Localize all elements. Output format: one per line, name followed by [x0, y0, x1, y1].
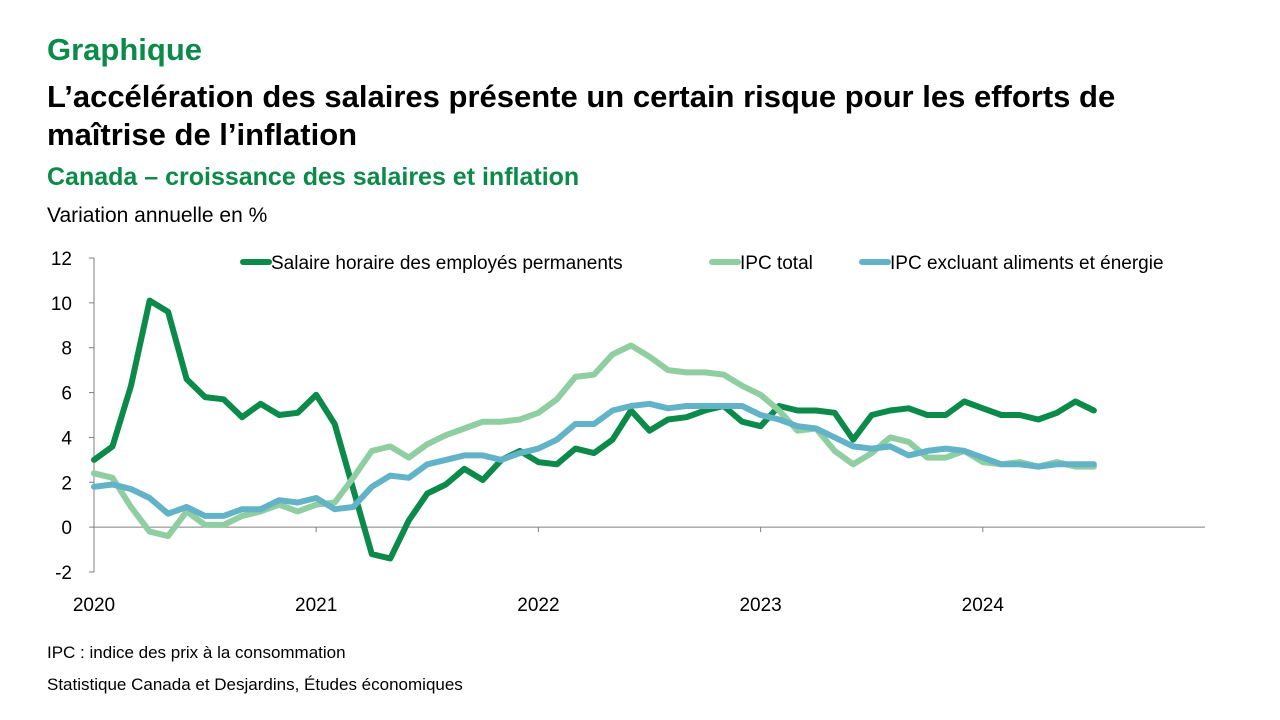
y-tick-label: 6 [61, 384, 72, 405]
chart-kicker: Graphique [47, 32, 203, 67]
source-note: Statistique Canada et Desjardins, Études… [47, 675, 463, 694]
footnote: IPC : indice des prix à la consommation [47, 643, 346, 662]
y-tick-label: 2 [61, 473, 72, 494]
y-tick-label: 0 [61, 518, 72, 539]
x-tick-label: 2020 [73, 595, 115, 616]
chart-subtitle: Canada – croissance des salaires et infl… [47, 163, 580, 191]
chart-title: L’accélération des salaires présente un … [47, 79, 1116, 152]
legend-label-3: IPC excluant aliments et énergie [890, 253, 1164, 274]
series-line-3 [91, 400, 1097, 519]
y-tick-label: 4 [61, 428, 72, 449]
y-tick-label: -2 [55, 563, 72, 584]
y-tick-label: 10 [51, 294, 72, 315]
y-tick-label: 8 [61, 339, 72, 360]
x-tick-label: 2023 [739, 595, 781, 616]
legend-label-2: IPC total [740, 253, 813, 274]
legend-label-1: Salaire horaire des employés permanents [271, 253, 623, 274]
x-tick-label: 2024 [962, 595, 1005, 616]
series-line-1 [91, 297, 1097, 562]
y-axis-unit-label: Variation annuelle en % [47, 204, 268, 227]
y-tick-label: 12 [51, 249, 72, 270]
x-tick-label: 2022 [517, 595, 559, 616]
x-tick-label: 2021 [295, 595, 337, 616]
